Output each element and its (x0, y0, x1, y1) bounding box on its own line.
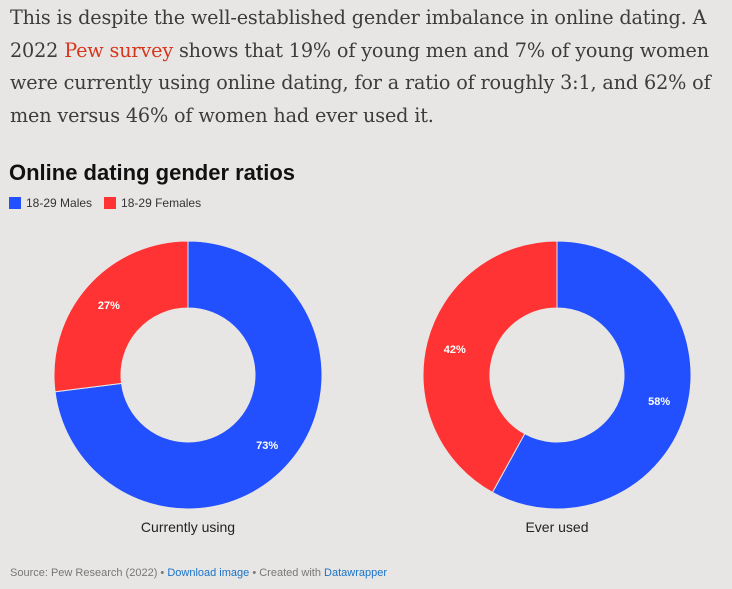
legend-item-females: 18-29 Females (104, 196, 201, 210)
pew-survey-link[interactable]: Pew survey (64, 38, 174, 62)
legend-label-males: 18-29 Males (26, 196, 93, 210)
paragraph-text-2: shows that 19% of young men and 7% of yo… (10, 38, 711, 127)
donut-charts: 73% 27% Currently using 58% 42% Ever used (53, 240, 692, 535)
article-paragraph: This is despite the well-established gen… (10, 2, 726, 132)
legend-swatch-females (104, 197, 117, 209)
legend-item-males: 18-29 Males (9, 196, 92, 210)
chart-title: Online dating gender ratios (9, 160, 296, 185)
footer-source: Source: Pew Research (2022) • (10, 567, 168, 579)
donut-1-label-females: 27% (98, 300, 120, 312)
download-image-link[interactable]: Download image (167, 567, 250, 579)
donut-1-caption: Currently using (141, 519, 235, 535)
datawrapper-link[interactable]: Datawrapper (324, 567, 388, 579)
donut-2-caption: Ever used (525, 519, 588, 535)
legend-swatch-males (9, 197, 21, 209)
donut-1-label-males: 73% (256, 440, 278, 452)
footer-separator: • Created with (249, 567, 325, 579)
donut-2-slice-males (491, 240, 692, 510)
donut-2-label-females: 42% (444, 344, 466, 356)
donut-1-slice-males (54, 240, 323, 510)
donut-2-slice-females (422, 240, 558, 494)
donut-chart-1: 73% 27% Currently using (53, 240, 323, 535)
chart-legend: 18-29 Males 18-29 Females (9, 196, 213, 210)
donut-2-label-males: 58% (648, 396, 670, 408)
donut-chart-2: 58% 42% Ever used (422, 240, 692, 535)
legend-label-females: 18-29 Females (121, 196, 202, 210)
paragraph-text-1: This is despite the well-established gen… (10, 6, 707, 62)
donut-1-slice-females (53, 240, 189, 393)
chart-footer: Source: Pew Research (2022) • Download i… (10, 567, 387, 579)
